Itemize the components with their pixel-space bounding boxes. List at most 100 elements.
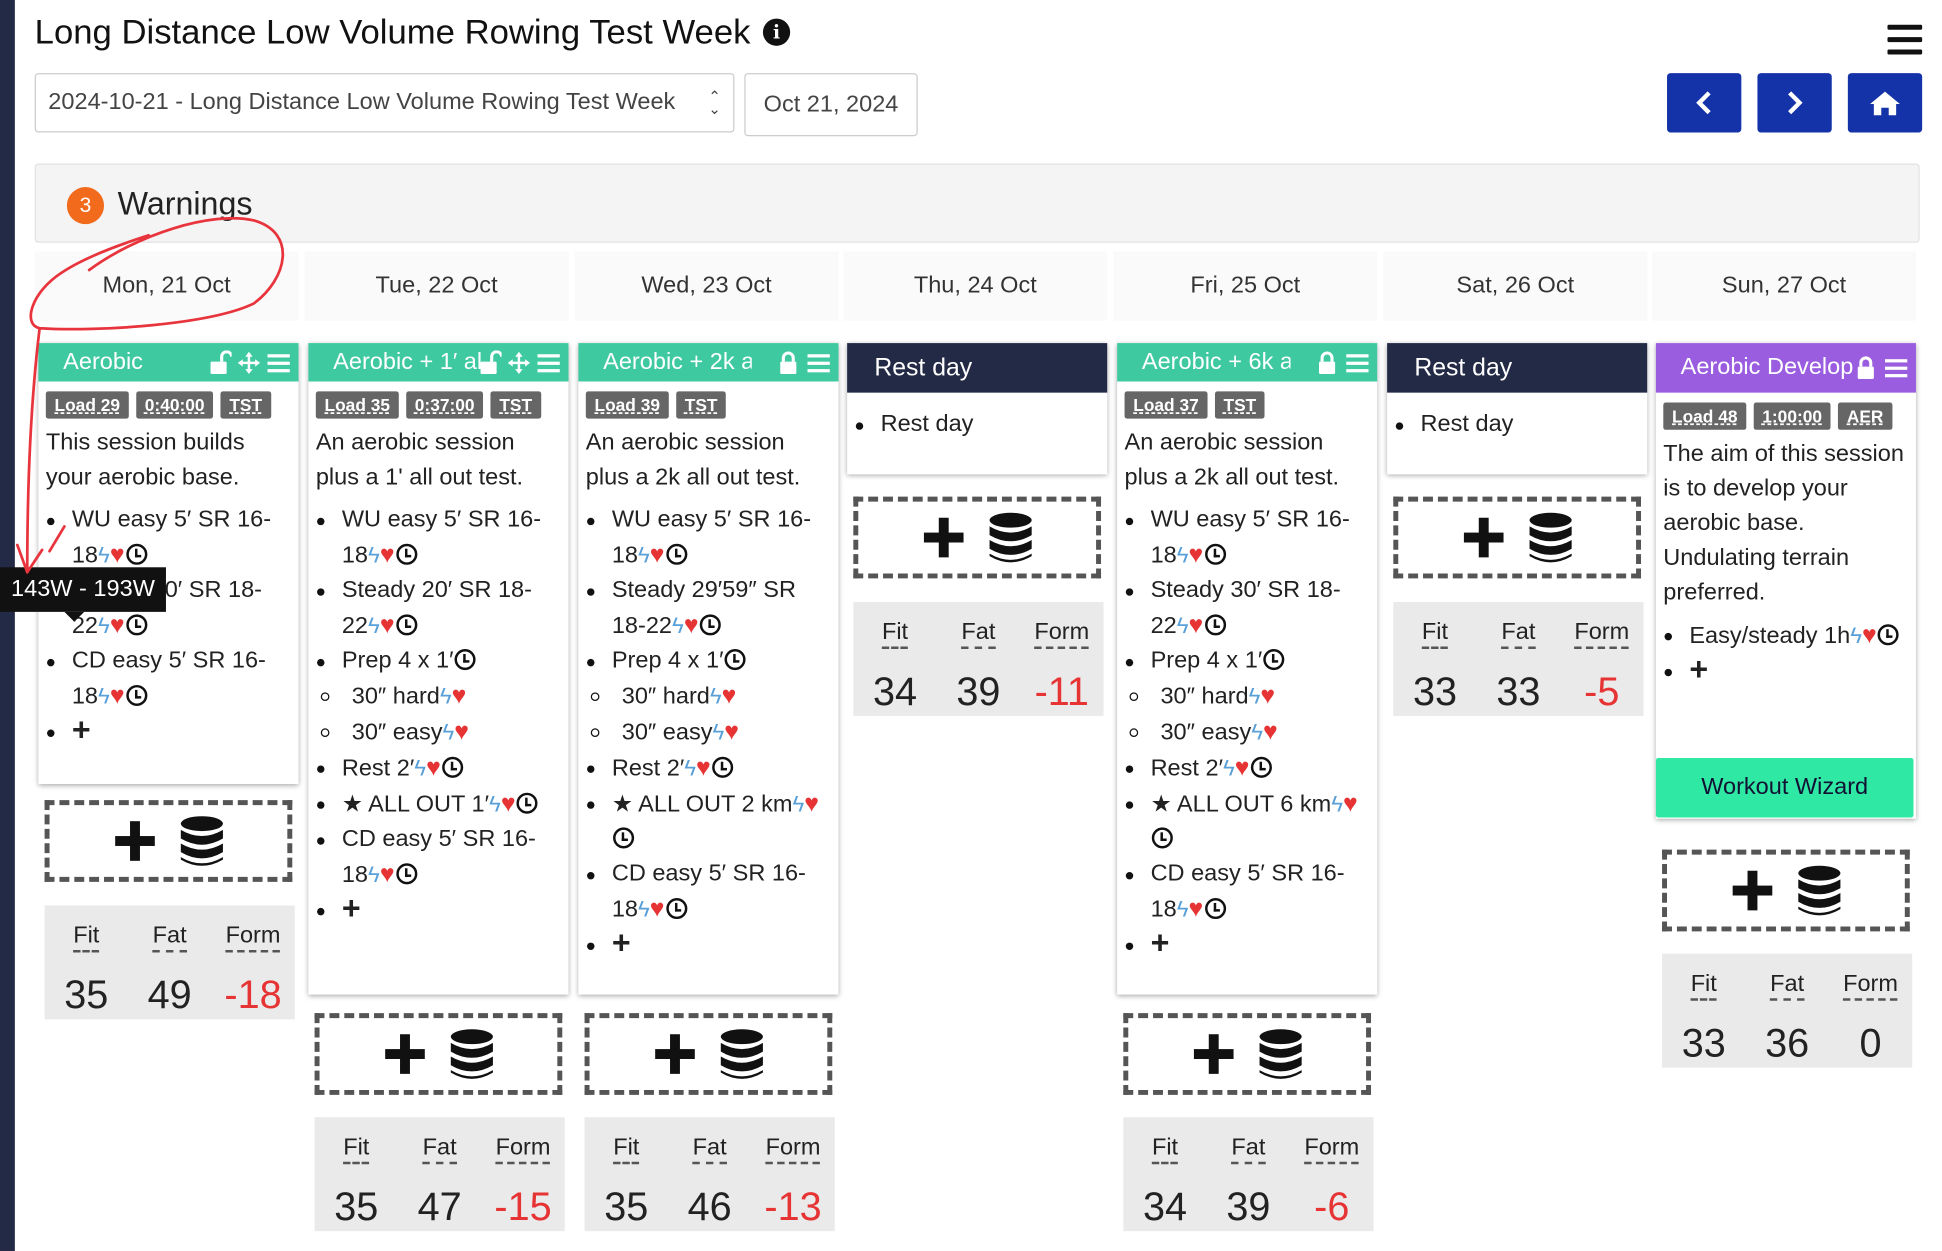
fit-label[interactable]: Fit <box>73 923 100 953</box>
database-icon[interactable] <box>450 1028 495 1080</box>
fat-label[interactable]: Fat <box>692 1135 727 1165</box>
fat-label[interactable]: Fat <box>1501 619 1536 650</box>
heart-rate-icon[interactable]: ♥ <box>721 682 737 710</box>
heart-rate-icon[interactable]: ♥ <box>1188 611 1204 640</box>
card-menu-icon[interactable] <box>806 351 831 373</box>
lock-icon[interactable] <box>1854 355 1879 380</box>
power-bolt-icon[interactable]: ϟ <box>792 791 805 817</box>
heart-rate-icon[interactable]: ♥ <box>451 682 467 710</box>
power-bolt-icon[interactable]: ϟ <box>98 613 110 638</box>
form-label[interactable]: Form <box>1574 619 1630 650</box>
unlock-icon[interactable] <box>207 349 232 375</box>
workout-step[interactable]: ★ ALL OUT 6 kmϟ♥ <box>1117 787 1377 858</box>
heart-rate-icon[interactable]: ♥ <box>109 611 125 640</box>
add-workout-box[interactable] <box>1123 1013 1372 1095</box>
session-card-header[interactable]: Aerobic + 1′ all out test <box>308 343 569 382</box>
workout-step[interactable]: 30″ hardϟ♥ <box>578 679 838 715</box>
add-step-item[interactable]: + <box>1656 653 1916 691</box>
form-label[interactable]: Form <box>495 1135 551 1165</box>
power-bolt-icon[interactable]: ϟ <box>638 896 650 922</box>
workout-step[interactable]: Prep 4 x 1′ <box>1117 644 1377 679</box>
power-bolt-icon[interactable]: ϟ <box>1176 896 1189 922</box>
week-select[interactable]: 2024-10-21 - Long Distance Low Volume Ro… <box>34 73 735 133</box>
add-workout-box[interactable] <box>314 1013 563 1095</box>
database-icon[interactable] <box>1528 512 1573 564</box>
add-workout-box[interactable] <box>44 800 293 882</box>
heart-rate-icon[interactable]: ♥ <box>379 860 395 889</box>
add-workout-box[interactable] <box>584 1013 833 1095</box>
lock-icon[interactable] <box>777 350 802 375</box>
add-workout-box[interactable] <box>853 496 1102 579</box>
heart-rate-icon[interactable]: ♥ <box>109 541 125 569</box>
power-bolt-icon[interactable]: ϟ <box>1331 791 1344 817</box>
fit-label[interactable]: Fit <box>1151 1135 1179 1165</box>
heart-rate-icon[interactable]: ♥ <box>683 611 699 640</box>
workout-step[interactable]: ★ ALL OUT 2 kmϟ♥ <box>578 787 838 858</box>
add-step-item[interactable]: + <box>38 713 298 752</box>
heart-rate-icon[interactable]: ♥ <box>1260 682 1276 710</box>
clock-icon[interactable] <box>395 614 417 636</box>
fat-label[interactable]: Fat <box>1231 1135 1266 1165</box>
add-workout-box[interactable] <box>1662 849 1910 932</box>
workout-step[interactable]: WU easy 5′ SR 16-18ϟ♥ <box>308 503 568 574</box>
card-menu-icon[interactable] <box>1884 357 1909 379</box>
workout-step[interactable]: WU easy 5′ SR 16-18ϟ♥ <box>1117 503 1377 574</box>
power-bolt-icon[interactable]: ϟ <box>672 613 684 638</box>
session-card-header[interactable]: Aerobic <box>38 343 299 382</box>
workout-step[interactable]: Prep 4 x 1′ <box>578 644 838 679</box>
workout-step[interactable]: 30″ hardϟ♥ <box>308 679 568 715</box>
clock-icon[interactable] <box>125 684 147 707</box>
info-icon[interactable]: i <box>762 18 791 46</box>
clock-icon[interactable] <box>1263 649 1285 671</box>
add-step-item[interactable]: + <box>308 892 568 930</box>
rest-day-card[interactable]: Rest day Rest day <box>1387 343 1648 475</box>
power-bolt-icon[interactable]: ϟ <box>368 862 380 887</box>
power-bolt-icon[interactable]: ϟ <box>1248 683 1261 709</box>
workout-step[interactable]: Easy/steady 1hϟ♥ <box>1656 618 1916 654</box>
workout-step[interactable]: CD easy 5′ SR 16-18ϟ♥ <box>1117 857 1377 928</box>
heart-rate-icon[interactable]: ♥ <box>724 718 739 746</box>
power-bolt-icon[interactable]: ϟ <box>1850 623 1863 648</box>
clock-icon[interactable] <box>125 543 147 565</box>
workout-wizard-button[interactable]: Workout Wizard <box>1655 758 1914 818</box>
database-icon[interactable] <box>1797 865 1842 917</box>
workout-step[interactable]: 30″ easyϟ♥ <box>1117 715 1377 751</box>
power-bolt-icon[interactable]: ϟ <box>709 683 722 709</box>
heart-rate-icon[interactable]: ♥ <box>379 541 395 569</box>
clock-icon[interactable] <box>125 614 147 636</box>
form-label[interactable]: Form <box>1304 1135 1360 1165</box>
workout-step[interactable]: ★ ALL OUT 1′ϟ♥ <box>308 787 568 823</box>
unlock-icon[interactable] <box>477 349 502 375</box>
clock-icon[interactable] <box>665 543 687 565</box>
session-card[interactable]: Aerobic + 1′ all out test Load 350:37:00… <box>308 343 569 995</box>
heart-rate-icon[interactable]: ♥ <box>1263 718 1278 746</box>
add-workout-box[interactable] <box>1393 496 1642 579</box>
power-bolt-icon[interactable]: ϟ <box>1176 542 1189 568</box>
workout-step[interactable]: Steady 20′ SR 18-22ϟ♥ <box>308 573 568 644</box>
session-card[interactable]: Aerobic Load 29 0:40:00 TST This session bu… <box>38 343 299 785</box>
card-menu-icon[interactable] <box>536 351 561 373</box>
clock-icon[interactable] <box>699 614 721 636</box>
add-step-item[interactable]: + <box>578 926 838 965</box>
date-field[interactable]: Oct 21, 2024 <box>744 73 918 137</box>
session-card-header[interactable]: Aerobic Development <box>1655 343 1916 393</box>
workout-step[interactable]: 30″ easyϟ♥ <box>308 715 568 751</box>
workout-step[interactable]: Rest 2′ϟ♥ <box>578 751 838 787</box>
database-icon[interactable] <box>180 815 225 867</box>
clock-icon[interactable] <box>613 827 635 849</box>
fit-label[interactable]: Fit <box>881 619 909 650</box>
fat-label[interactable]: Fat <box>961 619 996 650</box>
clock-icon[interactable] <box>395 543 417 565</box>
fat-label[interactable]: Fat <box>1770 971 1805 1001</box>
form-label[interactable]: Form <box>765 1135 821 1165</box>
plus-icon[interactable] <box>383 1032 428 1077</box>
fit-label[interactable]: Fit <box>1690 971 1717 1001</box>
rest-day-card[interactable]: Rest day Rest day <box>847 343 1108 475</box>
heart-rate-icon[interactable]: ♥ <box>1234 754 1250 782</box>
database-icon[interactable] <box>988 512 1033 564</box>
plus-icon[interactable] <box>653 1032 698 1077</box>
workout-step[interactable]: CD easy 5′ SR 16-18ϟ♥ <box>578 857 838 928</box>
power-bolt-icon[interactable]: ϟ <box>712 719 725 745</box>
